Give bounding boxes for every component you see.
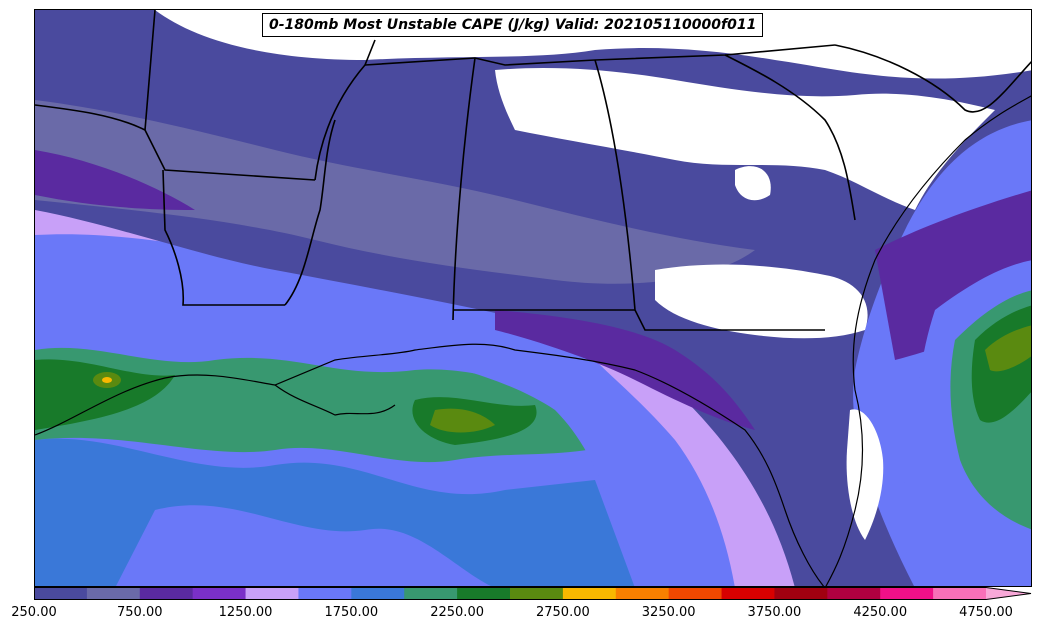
colorbar-swatch (933, 587, 987, 600)
colorbar-swatch (721, 587, 775, 600)
coastline (35, 95, 1031, 586)
cape-map (34, 9, 1032, 587)
colorbar-extend-arrow (986, 587, 1031, 600)
colorbar-swatch (615, 587, 670, 600)
colorbar-swatch (562, 587, 617, 600)
colorbar-swatches (34, 587, 1032, 600)
colorbar-tick-label: 4750.00 (959, 605, 1013, 620)
colorbar-tick-label: 250.00 (11, 605, 57, 620)
colorbar-tick-label: 1750.00 (324, 605, 379, 620)
colorbar-swatch (457, 587, 511, 600)
colorbar-swatch (298, 587, 352, 600)
colorbar-swatch (880, 587, 934, 600)
colorbar-swatch (668, 587, 723, 600)
colorbar-tick-label: 3750.00 (747, 605, 802, 620)
colorbar-swatch (34, 587, 88, 600)
colorbar-swatch (86, 587, 141, 600)
colorbar-tick-label: 2250.00 (430, 605, 484, 620)
colorbar-tick-label: 2750.00 (535, 605, 590, 620)
colorbar-swatch (351, 587, 405, 600)
cape-field (35, 10, 1031, 586)
map-title: 0-180mb Most Unstable CAPE (J/kg) Valid:… (262, 13, 764, 37)
colorbar-swatch (192, 587, 247, 600)
colorbar-swatch (245, 587, 299, 600)
colorbar-swatch (827, 587, 881, 600)
colorbar-tick-label: 4250.00 (853, 605, 908, 620)
colorbar-swatch (404, 587, 458, 600)
colorbar-tick-label: 1250.00 (218, 605, 273, 620)
state-boundaries (35, 10, 1031, 331)
colorbar-swatch (774, 587, 828, 600)
colorbar-tick-label: 750.00 (117, 605, 163, 620)
colorbar-swatch (139, 587, 194, 600)
colorbar-tick-label: 3250.00 (641, 605, 696, 620)
colorbar-swatch (510, 587, 564, 600)
colorbar (34, 587, 1032, 600)
colorbar-outline (34, 587, 1032, 600)
